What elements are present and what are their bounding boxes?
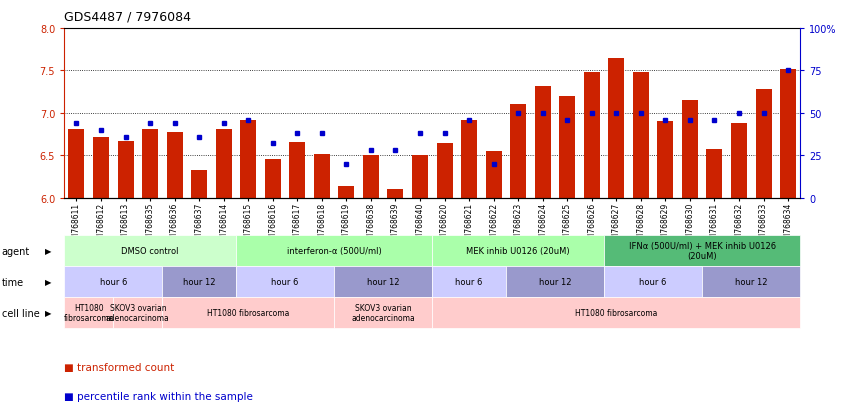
Bar	[706, 150, 722, 198]
Bar	[731, 124, 747, 198]
Bar	[338, 186, 354, 198]
Text: ▶: ▶	[45, 309, 51, 317]
Bar	[314, 155, 330, 198]
Bar	[167, 132, 182, 198]
Bar	[682, 101, 698, 198]
Text: ▶: ▶	[45, 247, 51, 255]
Bar	[535, 86, 550, 198]
Text: HT1080
fibrosarcoma: HT1080 fibrosarcoma	[63, 303, 114, 323]
Text: hour 6: hour 6	[99, 278, 127, 286]
Bar	[68, 130, 85, 198]
Text: ▶: ▶	[45, 278, 51, 286]
Text: hour 12: hour 12	[367, 278, 400, 286]
Text: HT1080 fibrosarcoma: HT1080 fibrosarcoma	[575, 309, 657, 317]
Bar	[93, 137, 109, 198]
Bar	[289, 142, 306, 198]
Bar	[510, 105, 526, 198]
Bar	[265, 159, 281, 198]
Text: DMSO control: DMSO control	[122, 247, 179, 255]
Text: hour 12: hour 12	[735, 278, 768, 286]
Text: SKOV3 ovarian
adenocarcinoma: SKOV3 ovarian adenocarcinoma	[351, 303, 415, 323]
Bar	[117, 142, 134, 198]
Text: HT1080 fibrosarcoma: HT1080 fibrosarcoma	[207, 309, 289, 317]
Text: SKOV3 ovarian
adenocarcinoma: SKOV3 ovarian adenocarcinoma	[106, 303, 169, 323]
Text: ■ percentile rank within the sample: ■ percentile rank within the sample	[64, 392, 253, 401]
Bar	[633, 73, 649, 198]
Text: hour 6: hour 6	[639, 278, 667, 286]
Bar	[412, 156, 428, 198]
Bar	[191, 170, 207, 198]
Text: ■ transformed count: ■ transformed count	[64, 363, 175, 373]
Bar	[461, 121, 477, 198]
Text: time: time	[2, 277, 24, 287]
Bar	[388, 190, 403, 198]
Bar	[485, 152, 502, 198]
Bar	[216, 130, 232, 198]
Bar	[780, 69, 796, 198]
Bar	[142, 130, 158, 198]
Text: cell line: cell line	[2, 308, 39, 318]
Text: hour 6: hour 6	[271, 278, 299, 286]
Bar	[756, 90, 771, 198]
Text: MEK inhib U0126 (20uM): MEK inhib U0126 (20uM)	[467, 247, 570, 255]
Text: IFNα (500U/ml) + MEK inhib U0126
(20uM): IFNα (500U/ml) + MEK inhib U0126 (20uM)	[628, 241, 776, 261]
Bar	[559, 97, 575, 198]
Text: hour 6: hour 6	[455, 278, 483, 286]
Text: agent: agent	[2, 246, 30, 256]
Text: hour 12: hour 12	[183, 278, 216, 286]
Bar	[437, 144, 453, 198]
Bar	[657, 122, 674, 198]
Bar	[609, 59, 624, 198]
Bar	[363, 156, 379, 198]
Text: GDS4487 / 7976084: GDS4487 / 7976084	[64, 10, 191, 23]
Bar	[241, 121, 256, 198]
Text: hour 12: hour 12	[538, 278, 571, 286]
Text: interferon-α (500U/ml): interferon-α (500U/ml)	[287, 247, 382, 255]
Bar	[584, 73, 600, 198]
